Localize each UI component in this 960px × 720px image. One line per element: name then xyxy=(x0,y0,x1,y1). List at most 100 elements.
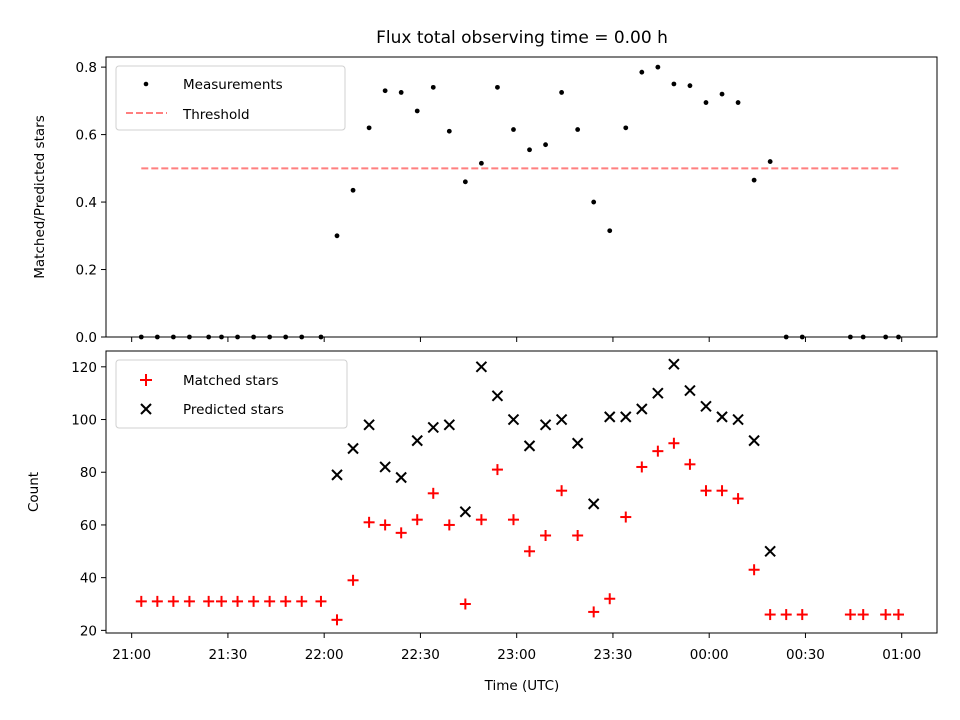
top-x-ticks xyxy=(131,337,903,342)
bottom-x-tick-label: 23:30 xyxy=(593,647,632,663)
measurement-point xyxy=(559,90,565,95)
matched-star-point xyxy=(459,598,471,610)
matched-star-point xyxy=(796,609,808,621)
matched-star-point xyxy=(183,595,195,607)
measurement-point xyxy=(767,159,773,164)
measurement-point xyxy=(687,83,693,89)
top-y-tick-label: 0.6 xyxy=(76,128,97,144)
measurement-point xyxy=(639,69,645,75)
matched-star-point xyxy=(524,545,536,557)
matched-star-point xyxy=(748,564,760,576)
matched-star-point xyxy=(572,529,584,541)
predicted-star-point xyxy=(700,400,712,413)
measurement-point xyxy=(735,100,741,105)
predicted-star-point xyxy=(571,437,584,449)
matched-star-point xyxy=(216,595,228,607)
matched-star-point xyxy=(652,445,664,457)
matched-star-point xyxy=(588,606,600,618)
predicted-star-point xyxy=(459,506,472,518)
top-y-axis-label: Matched/Predicted stars xyxy=(32,115,48,278)
matched-star-point xyxy=(604,593,616,605)
bottom-x-tick-label: 21:30 xyxy=(208,647,247,663)
measurement-point xyxy=(527,147,532,153)
top-legend: Measurements Threshold xyxy=(115,65,346,131)
predicted-star-point xyxy=(475,361,488,373)
predicted-star-point xyxy=(363,419,375,431)
predicted-star-point xyxy=(331,469,343,481)
predicted-star-point xyxy=(764,545,776,558)
measurement-point xyxy=(671,81,677,87)
bottom-y-ticks: 20 40 60 80 100 120 xyxy=(71,360,106,639)
bottom-x-tick-label: 21:00 xyxy=(112,647,151,663)
predicted-star-point xyxy=(395,471,407,484)
matched-star-point xyxy=(892,609,904,621)
top-y-tick-label: 0.0 xyxy=(76,330,97,346)
matched-star-point xyxy=(443,519,455,531)
predicted-star-point xyxy=(668,358,680,370)
predicted-star-point xyxy=(491,390,504,402)
matched-star-point xyxy=(248,595,260,607)
matched-star-point xyxy=(315,595,327,607)
predicted-star-point xyxy=(652,387,664,399)
measurement-point xyxy=(446,128,452,134)
top-axes-frame xyxy=(105,56,938,338)
measurement-point xyxy=(495,84,500,90)
bottom-plot-marks xyxy=(135,358,904,626)
matched-star-point xyxy=(880,609,892,621)
bottom-x-tick-label: 01:00 xyxy=(882,647,921,663)
predicted-star-point xyxy=(587,498,600,510)
matched-star-point xyxy=(764,609,776,621)
matched-star-point xyxy=(167,595,179,607)
matched-star-point xyxy=(280,595,292,607)
matched-star-point xyxy=(232,595,244,607)
matched-star-point xyxy=(135,595,147,607)
measurement-point xyxy=(751,177,757,183)
predicted-star-point xyxy=(539,419,552,431)
matched-star-point xyxy=(411,514,423,526)
bottom-y-tick-label: 80 xyxy=(80,465,97,481)
measurement-point xyxy=(350,187,356,193)
bottom-x-tick-label: 22:30 xyxy=(401,647,440,663)
measurement-point xyxy=(414,108,420,114)
predicted-star-point xyxy=(604,411,616,423)
legend-label-predicted: Predicted stars xyxy=(183,402,284,418)
legend-label-threshold: Threshold xyxy=(182,107,250,123)
legend-label-measurements: Measurements xyxy=(183,77,283,93)
predicted-star-point xyxy=(379,461,391,473)
matched-star-point xyxy=(151,595,163,607)
measurement-point xyxy=(334,233,340,239)
matched-star-point xyxy=(379,519,391,531)
predicted-star-point xyxy=(716,411,728,423)
top-y-ticks: 0.0 0.2 0.4 0.6 0.8 xyxy=(76,60,106,346)
bottom-y-tick-label: 20 xyxy=(80,623,97,639)
bottom-x-tick-label: 00:00 xyxy=(690,647,729,663)
measurement-point xyxy=(623,125,629,131)
bottom-y-tick-label: 60 xyxy=(80,518,97,534)
bottom-y-tick-label: 40 xyxy=(80,571,97,587)
measurement-point xyxy=(511,127,516,132)
matched-star-point xyxy=(780,609,792,621)
matched-star-point xyxy=(636,461,648,473)
predicted-star-point xyxy=(523,440,536,452)
predicted-star-point xyxy=(732,413,744,426)
matched-star-point xyxy=(296,595,308,607)
matched-star-point xyxy=(540,529,552,541)
predicted-star-point xyxy=(748,434,760,447)
measurement-point xyxy=(478,160,484,166)
matched-star-point xyxy=(844,609,856,621)
top-title: Flux total observing time = 0.00 h xyxy=(376,28,668,48)
predicted-star-point xyxy=(684,384,696,397)
matched-star-point xyxy=(684,458,696,470)
predicted-star-point xyxy=(555,413,568,426)
measurement-point xyxy=(575,127,581,132)
bottom-legend-box xyxy=(115,359,348,429)
top-y-tick-label: 0.8 xyxy=(76,60,97,76)
predicted-star-point xyxy=(620,411,632,423)
measurement-point xyxy=(607,228,613,234)
measurement-point xyxy=(703,100,709,105)
measurement-point xyxy=(398,90,404,95)
legend-marker-matched xyxy=(140,374,152,386)
top-legend-box xyxy=(115,65,346,131)
bottom-y-axis-label: Count xyxy=(26,472,42,512)
